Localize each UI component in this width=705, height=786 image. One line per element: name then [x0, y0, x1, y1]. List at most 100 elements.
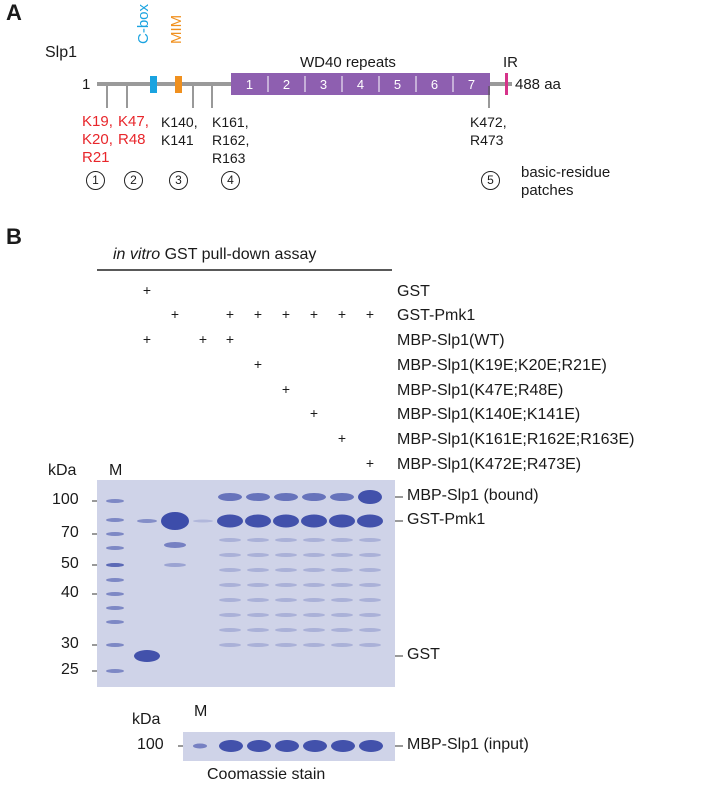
- cbox-box: [150, 76, 157, 93]
- faint-band: [193, 519, 213, 523]
- lane-smear-band: [303, 538, 325, 542]
- wd40-repeat-number: 5: [394, 77, 401, 92]
- lane-smear-band: [247, 583, 269, 587]
- lane-smear-band: [275, 538, 297, 542]
- pmk1-band: [357, 514, 383, 528]
- marker-band: [106, 546, 124, 550]
- panel-b-label: B: [6, 224, 22, 249]
- band-label-bound: MBP-Slp1 (bound): [407, 487, 539, 504]
- plus-mark: +: [170, 306, 180, 322]
- start-residue: 1: [82, 76, 91, 93]
- input-marker-label: M: [194, 703, 208, 720]
- lane-smear-band: [275, 628, 297, 632]
- lane-smear-band: [331, 613, 353, 617]
- pmk1-band: [329, 514, 355, 528]
- plus-mark: +: [337, 306, 347, 322]
- patch-number-4: 4: [221, 171, 240, 190]
- lane-smear-band: [275, 568, 297, 572]
- marker-band: [106, 578, 124, 582]
- lane-smear-band: [219, 553, 241, 557]
- lane-smear-band: [275, 643, 297, 647]
- input-band: [275, 740, 299, 752]
- lane-smear-band: [303, 613, 325, 617]
- bound-band: [246, 493, 270, 501]
- lane-smear-band: [303, 643, 325, 647]
- input-band: [331, 740, 355, 752]
- lane-smear-band: [247, 613, 269, 617]
- pmk1-band: [217, 514, 243, 528]
- wd40-repeat-number: 1: [246, 77, 253, 92]
- row-label: MBP-Slp1(K140E;K141E): [397, 406, 581, 423]
- lane-smear-band: [219, 568, 241, 572]
- marker-band: [106, 606, 124, 610]
- lane-smear-band: [331, 568, 353, 572]
- mw-25: 25: [61, 661, 79, 678]
- patch-number-1: 1: [86, 171, 105, 190]
- site-2-label: K47, R48: [118, 113, 149, 148]
- row-label: MBP-Slp1(WT): [397, 332, 505, 349]
- row-label: MBP-Slp1(K47E;R48E): [397, 382, 564, 399]
- lane-smear-band: [331, 628, 353, 632]
- pmk1-band: [273, 514, 299, 528]
- degradation-band: [164, 563, 186, 567]
- input-marker-band: [193, 743, 207, 749]
- plus-mark: +: [309, 306, 319, 322]
- pmk1-band: [301, 514, 327, 528]
- mim-box: [175, 76, 182, 93]
- lane-smear-band: [219, 628, 241, 632]
- lane-smear-band: [219, 643, 241, 647]
- plus-mark: +: [365, 306, 375, 322]
- site-1-label: K19, K20, R21: [82, 113, 113, 166]
- input-band: [247, 740, 271, 752]
- marker-band: [106, 620, 124, 624]
- input-band: [359, 740, 383, 752]
- input-band: [219, 740, 243, 752]
- mw-40: 40: [61, 584, 79, 601]
- band-label-pmk1: GST-Pmk1: [407, 511, 486, 528]
- lane-smear-band: [359, 553, 381, 557]
- lane-smear-band: [331, 583, 353, 587]
- bound-band: [358, 490, 382, 504]
- pmk1-band: [161, 512, 189, 530]
- input-band-label: MBP-Slp1 (input): [407, 736, 529, 753]
- mw-100: 100: [52, 491, 79, 508]
- input-band: [303, 740, 327, 752]
- end-residue: 488 aa: [515, 76, 561, 93]
- lane-smear-band: [331, 643, 353, 647]
- marker-band: [106, 592, 124, 596]
- bound-band: [218, 493, 242, 501]
- marker-band: [106, 643, 124, 647]
- patch-number-2: 2: [124, 171, 143, 190]
- gst-band: [134, 650, 160, 662]
- lane-smear-band: [331, 553, 353, 557]
- patch-number-5: 5: [481, 171, 500, 190]
- lane-smear-band: [303, 568, 325, 572]
- mw-50: 50: [61, 555, 79, 572]
- lane-smear-band: [247, 538, 269, 542]
- lane-smear-band: [359, 598, 381, 602]
- lane-smear-band: [303, 583, 325, 587]
- row-label: MBP-Slp1(K472E;R473E): [397, 456, 582, 473]
- assay-title: in vitro GST pull-down assay: [113, 246, 317, 263]
- lane-smear-band: [247, 598, 269, 602]
- lane-smear-band: [275, 583, 297, 587]
- wd40-repeat-number: 4: [357, 77, 364, 92]
- pmk1-band: [245, 514, 271, 528]
- lane-smear-band: [275, 553, 297, 557]
- ir-label: IR: [503, 54, 518, 71]
- lane-smear-band: [331, 538, 353, 542]
- plus-mark: +: [225, 306, 235, 322]
- faint-band: [137, 519, 157, 523]
- patch-number-3: 3: [169, 171, 188, 190]
- input-kda-label: kDa: [132, 711, 161, 728]
- lane-smear-band: [359, 583, 381, 587]
- band-label-gst: GST: [407, 646, 440, 663]
- wd40-repeat-number: 3: [320, 77, 327, 92]
- lane-smear-band: [247, 553, 269, 557]
- site-3-label: K140, K141: [161, 114, 198, 148]
- wd40-repeat-number: 7: [468, 77, 475, 92]
- lane-smear-band: [359, 538, 381, 542]
- wd40-domain: [231, 73, 490, 95]
- wd40-repeat-number: 2: [283, 77, 290, 92]
- site-4-label: K161, R162, R163: [212, 114, 250, 166]
